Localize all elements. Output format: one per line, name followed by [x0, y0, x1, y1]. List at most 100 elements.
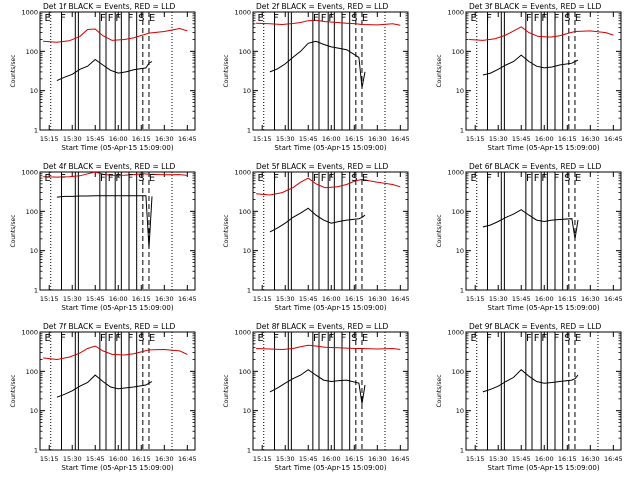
events-series: [482, 54, 579, 76]
x-tick-label: 15:45: [512, 135, 531, 143]
x-axis-label: Start Time (05-Apr-15 15:09:00): [61, 464, 173, 472]
lld-series: [43, 345, 188, 361]
plot-area: [476, 332, 599, 450]
x-tick-label: 16:30: [581, 135, 600, 143]
events-series: [56, 374, 153, 398]
x-tick-label: 16:00: [109, 135, 128, 143]
flag-label: F: [100, 173, 106, 184]
y-tick-label: 10: [30, 247, 38, 255]
x-tick-label: 15:30: [276, 295, 295, 303]
events-series: [269, 207, 366, 233]
y-tick-label: 100: [26, 368, 38, 376]
flag-label: F: [313, 13, 319, 24]
lld-series: [43, 172, 188, 178]
y-tick-label: 10: [456, 407, 464, 415]
x-tick-label: 16:00: [109, 455, 128, 463]
flag-label: F: [273, 13, 279, 24]
y-tick-label: 1000: [447, 169, 464, 177]
x-tick-label: 15:45: [86, 295, 105, 303]
x-tick-label: 15:45: [86, 135, 105, 143]
x-tick-label: 16:30: [155, 135, 174, 143]
flag-label: F: [341, 13, 347, 24]
x-tick-label: 15:30: [489, 135, 508, 143]
flag-label: F: [526, 173, 532, 184]
x-tick-label: 16:15: [132, 135, 151, 143]
y-tick-label: 1000: [447, 9, 464, 17]
y-tick-label: 1000: [447, 329, 464, 337]
flag-label: F: [486, 333, 492, 344]
x-tick-label: 15:15: [466, 295, 485, 303]
x-tick-label: 15:15: [253, 135, 272, 143]
x-tick-label: 16:45: [178, 295, 197, 303]
x-tick-label: 15:45: [299, 295, 318, 303]
flag-label: E: [471, 173, 477, 184]
y-tick-label: 10: [243, 407, 251, 415]
x-tick-label: 16:45: [604, 455, 623, 463]
y-tick-label: 1000: [234, 329, 251, 337]
y-tick-label: 10: [30, 407, 38, 415]
flag-label: F: [328, 333, 334, 344]
x-axis-label: Start Time (05-Apr-15 15:09:00): [487, 144, 599, 152]
panel: Det 8f BLACK = Events, RED = LLD 1 10 100 10…: [223, 322, 410, 472]
flag-label: F: [273, 173, 279, 184]
flag-label: E: [149, 173, 155, 184]
x-tick-label: 15:30: [276, 455, 295, 463]
y-tick-label: 100: [239, 208, 251, 216]
panel-title: Det 2f BLACK = Events, RED = LLD: [256, 2, 389, 11]
flag-label: F: [115, 333, 121, 344]
panel: Det 1f BLACK = Events, RED = LLD 1 10 100 10…: [10, 2, 197, 152]
x-tick-label: 15:30: [63, 295, 82, 303]
x-tick-label: 16:45: [604, 295, 623, 303]
flag-label: E: [258, 13, 264, 24]
x-tick-label: 16:30: [155, 295, 174, 303]
plot-area: [43, 332, 188, 450]
lld-series: [43, 27, 188, 43]
y-tick-label: 10: [243, 87, 251, 95]
panel-title: Det 1f BLACK = Events, RED = LLD: [43, 2, 176, 11]
lld-series: [256, 19, 401, 26]
flag-label: S: [138, 333, 144, 344]
x-tick-label: 16:45: [391, 455, 410, 463]
x-tick-label: 16:30: [368, 455, 387, 463]
panel: Det 4f BLACK = Events, RED = LLD 1 10 100 10…: [10, 162, 197, 312]
panel-title: Det 8f BLACK = Events, RED = LLD: [256, 322, 389, 331]
y-tick-label: 10: [456, 247, 464, 255]
plot-frame: [39, 331, 196, 451]
x-tick-label: 16:15: [558, 455, 577, 463]
y-tick-label: 1: [247, 447, 251, 455]
x-tick-label: 16:15: [558, 135, 577, 143]
y-axis-label: Counts/sec: [223, 374, 230, 407]
panel: Det 5f BLACK = Events, RED = LLD 1 10 100 10…: [223, 162, 410, 312]
flag-label: E: [575, 13, 581, 24]
x-tick-label: 16:45: [178, 135, 197, 143]
flag-label: E: [362, 333, 368, 344]
y-tick-label: 10: [30, 87, 38, 95]
x-tick-label: 15:30: [63, 135, 82, 143]
x-tick-label: 15:15: [40, 135, 59, 143]
flag-label: E: [471, 333, 477, 344]
y-tick-label: 10: [243, 247, 251, 255]
x-tick-label: 15:15: [466, 455, 485, 463]
x-tick-label: 15:30: [489, 295, 508, 303]
y-tick-label: 1: [460, 447, 464, 455]
flag-label: E: [45, 13, 51, 24]
y-axis-label: Counts/sec: [10, 54, 17, 87]
flag-label: S: [138, 13, 144, 24]
panel-title: Det 3f BLACK = Events, RED = LLD: [469, 2, 602, 11]
y-tick-label: 1000: [234, 169, 251, 177]
y-axis-label: Counts/sec: [436, 54, 443, 87]
flag-label: S: [138, 173, 144, 184]
flag-label: F: [534, 173, 540, 184]
x-tick-label: 15:15: [253, 295, 272, 303]
y-axis-label: Counts/sec: [436, 374, 443, 407]
panel-title: Det 9f BLACK = Events, RED = LLD: [469, 322, 602, 331]
flag-label: S: [564, 333, 570, 344]
flag-label: F: [128, 13, 134, 24]
flag-label: E: [45, 333, 51, 344]
flag-label: F: [321, 173, 327, 184]
x-tick-label: 16:00: [109, 295, 128, 303]
flag-label: F: [321, 333, 327, 344]
panel-title: Det 5f BLACK = Events, RED = LLD: [256, 162, 389, 171]
flag-label: F: [273, 333, 279, 344]
